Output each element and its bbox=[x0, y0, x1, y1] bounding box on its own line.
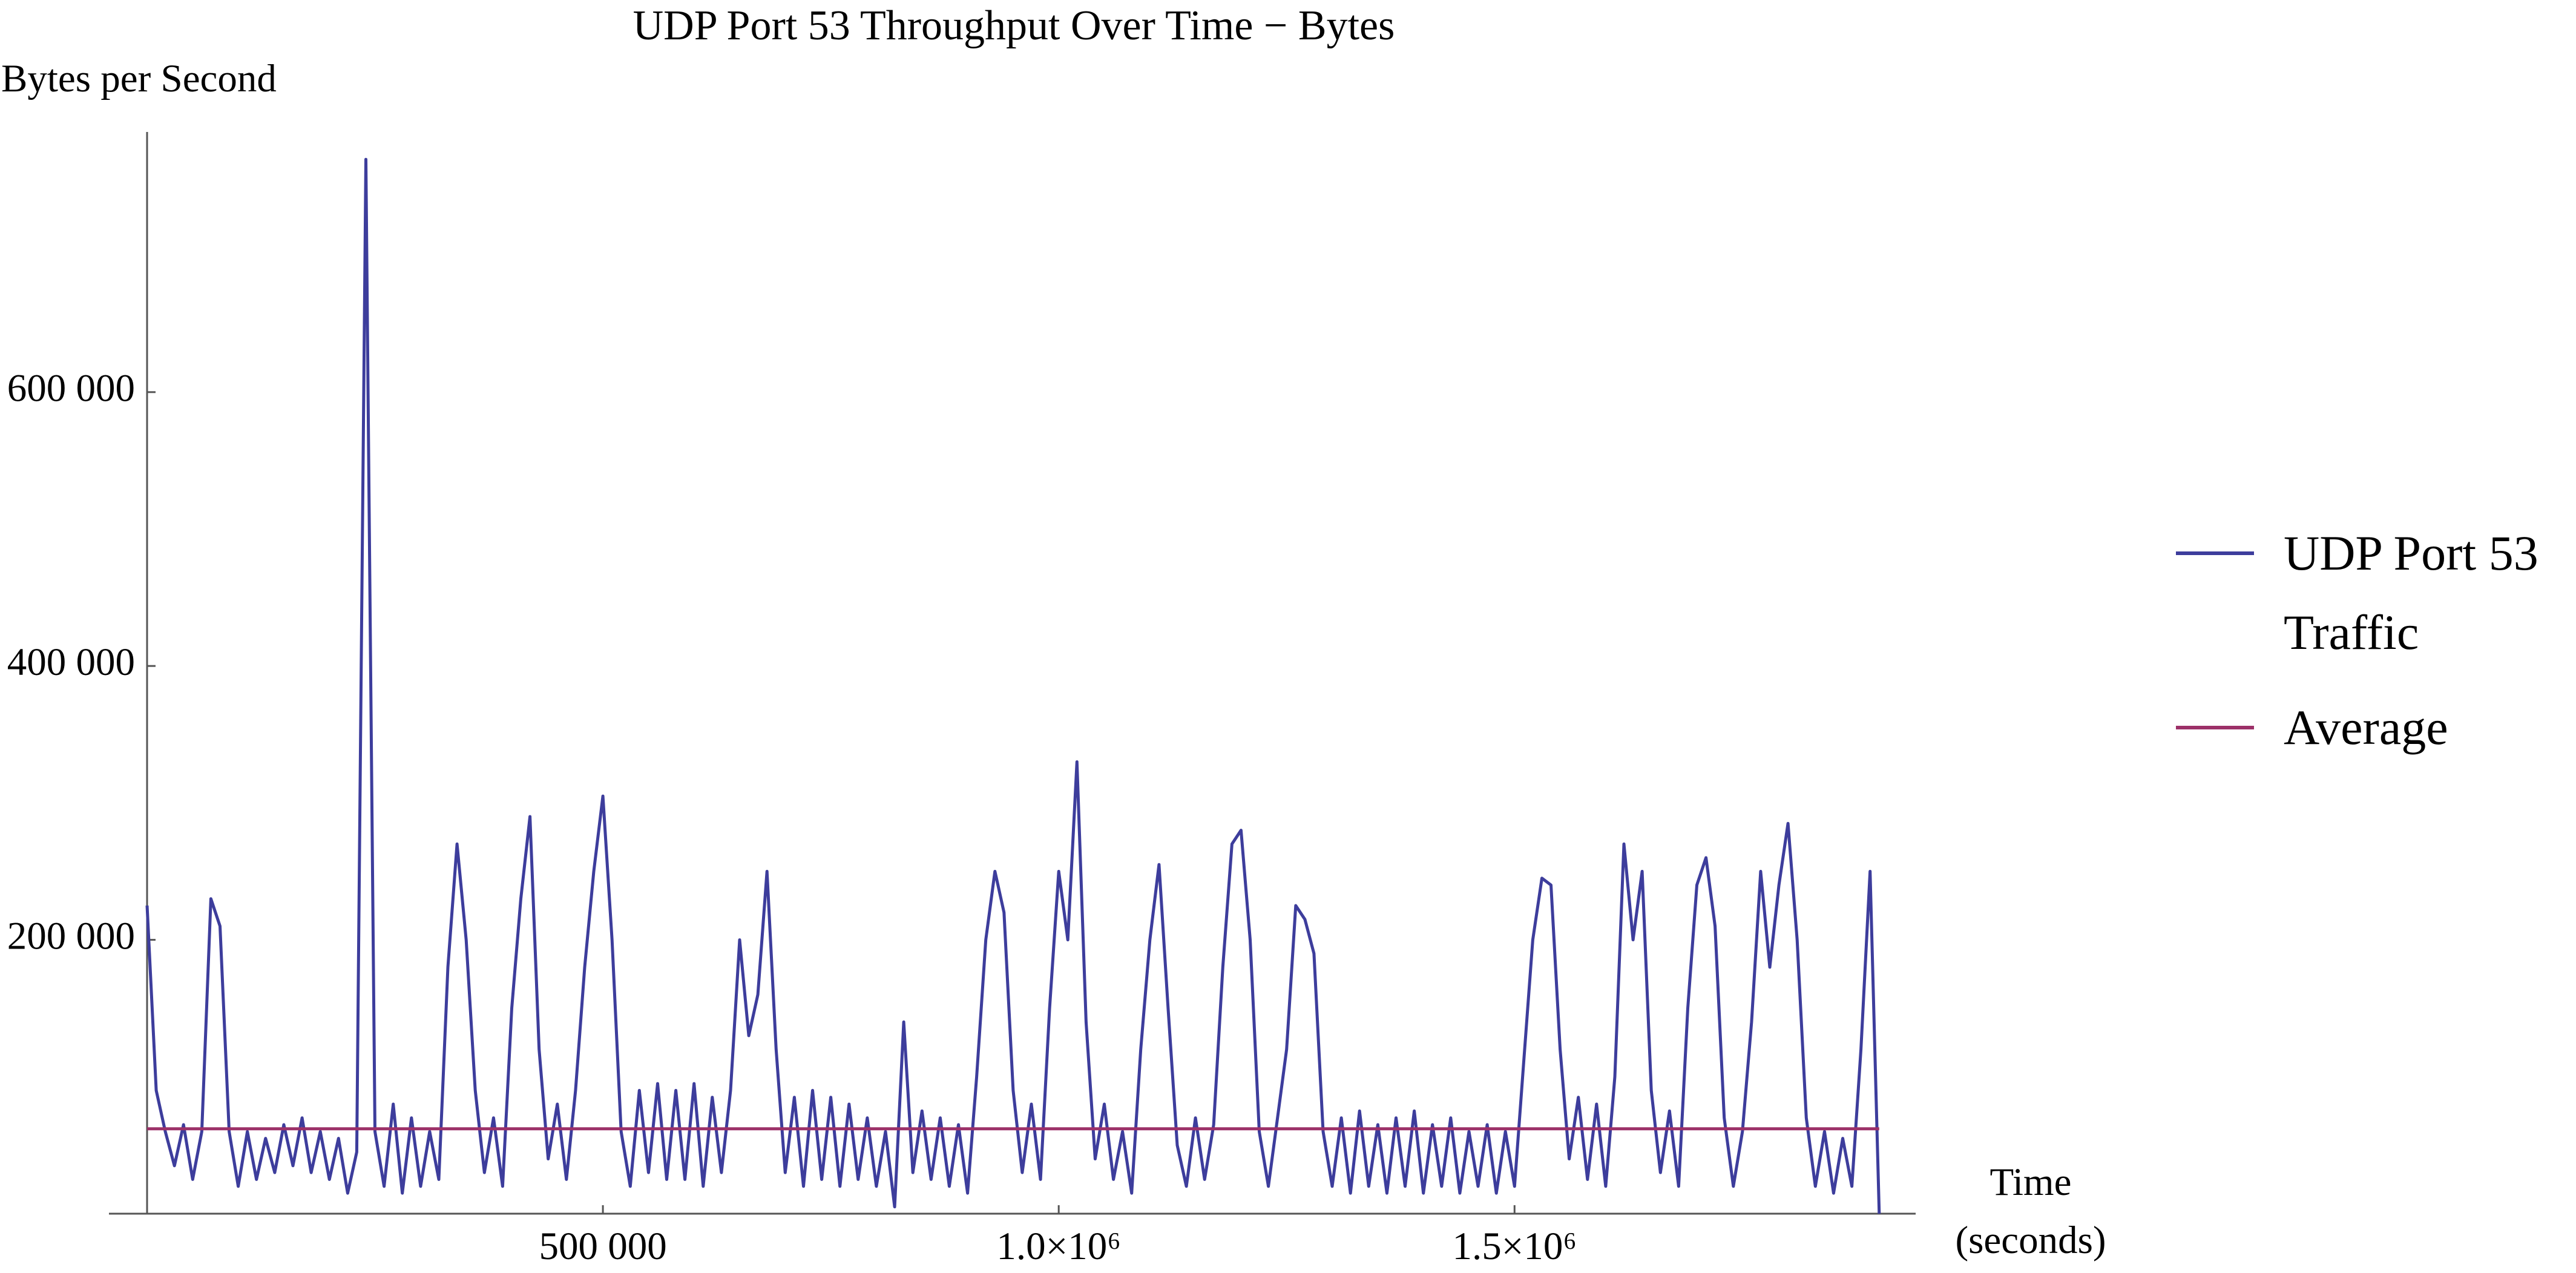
y-tick-label: 200 000 bbox=[7, 915, 135, 958]
x-axis-label: Time (seconds) bbox=[1955, 1160, 2106, 1262]
chart-title: UDP Port 53 Throughput Over Time − Bytes bbox=[633, 2, 1395, 49]
x-tick-label: 1.5×10⁶ bbox=[1452, 1225, 1577, 1268]
legend-swatch bbox=[2176, 551, 2254, 555]
y-tick-label: 600 000 bbox=[7, 367, 135, 410]
y-axis-label: Bytes per Second bbox=[1, 57, 277, 100]
x-tick-label: 500 000 bbox=[539, 1225, 666, 1268]
series-line bbox=[145, 157, 1881, 1214]
legend-swatch bbox=[2176, 726, 2254, 729]
x-tick-label: 1.0×10⁶ bbox=[996, 1225, 1121, 1268]
legend-label: Average bbox=[2284, 700, 2448, 755]
legend-label: UDP Port 53 Traffic bbox=[2284, 525, 2538, 660]
y-tick-label: 400 000 bbox=[7, 640, 135, 684]
